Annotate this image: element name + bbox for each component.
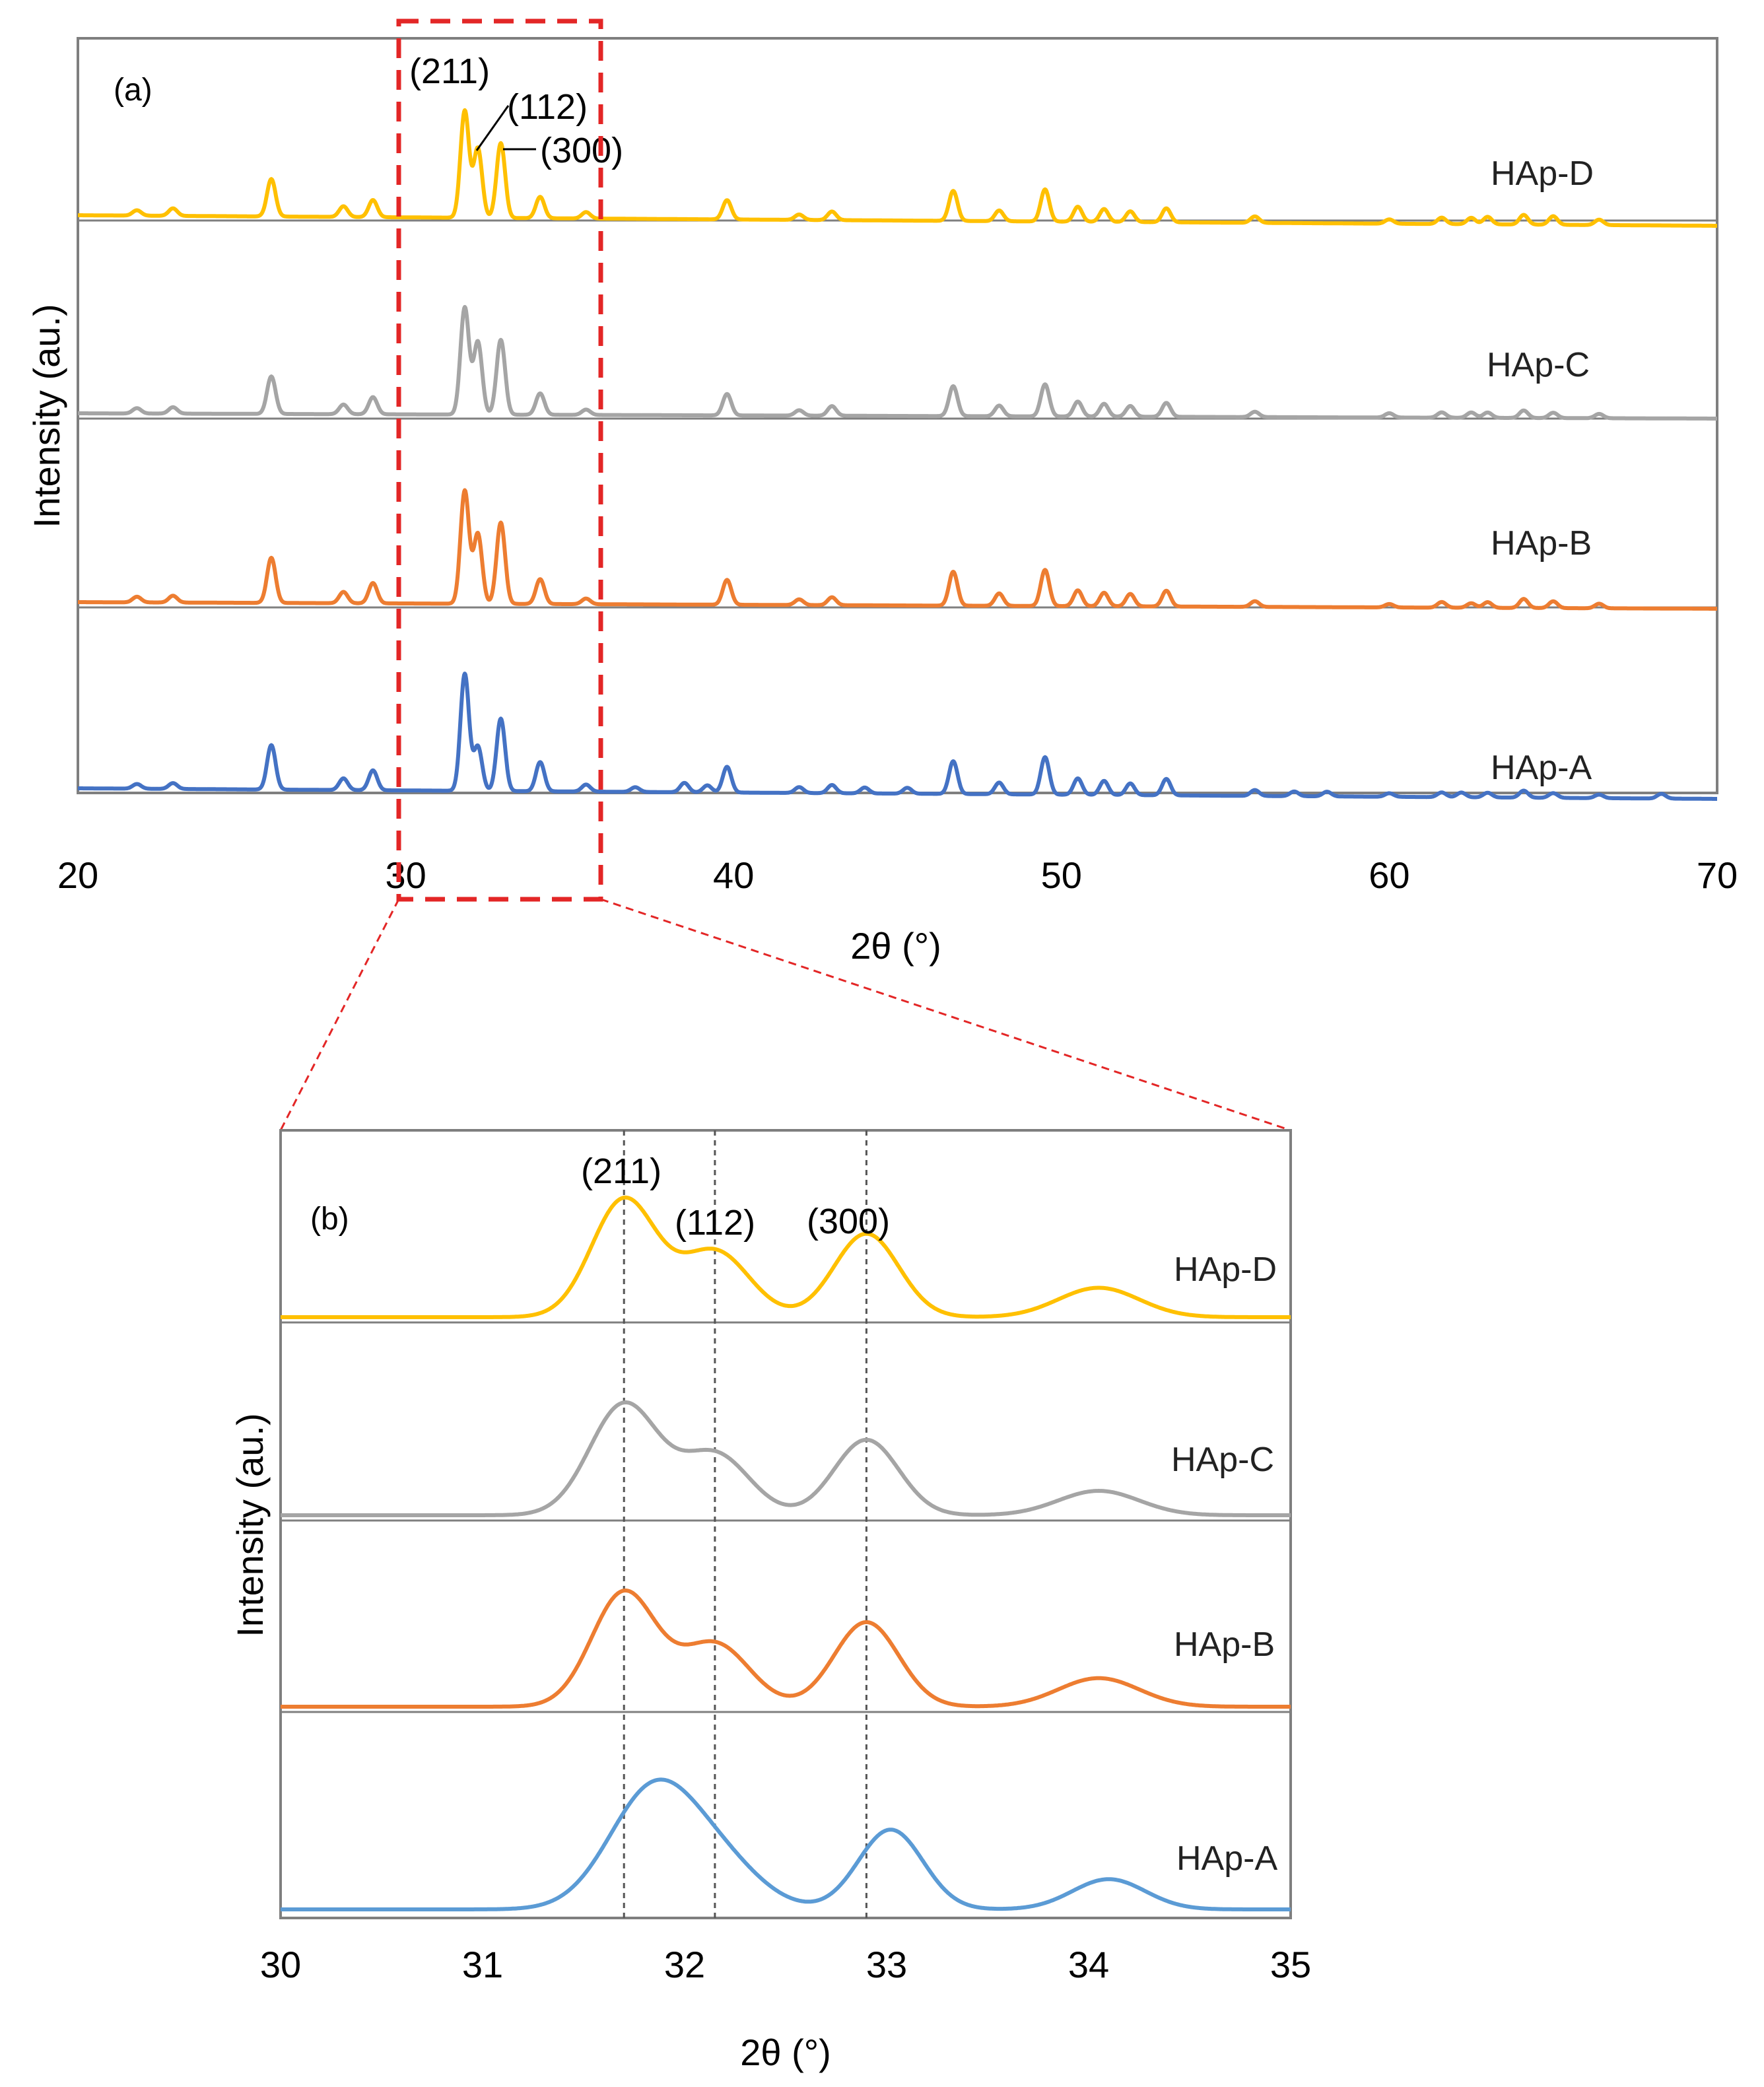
panel-b-xtick-32: 32 [664, 1944, 705, 1985]
panel-b-reference-lines [623, 1130, 867, 1918]
panel-a-label-hap-c: HAp-C [1487, 346, 1590, 384]
panel-b: 30 31 32 33 34 35 (b) 2θ (°) Intensity (au.) … [229, 1129, 1311, 2073]
panel-a-xtick-50: 50 [1041, 854, 1082, 896]
panel-b-series-hap-b [279, 1589, 1292, 1709]
panel-a-xtick-30: 30 [385, 854, 426, 896]
panel-a-label-hap-d: HAp-D [1491, 154, 1594, 193]
panel-a-annotation-112: (112) [507, 87, 588, 127]
panel-b-x-ticks: 30 31 32 33 34 35 [260, 1944, 1311, 1985]
panel-b-xtick-33: 33 [866, 1944, 907, 1985]
panel-b-xtick-35: 35 [1270, 1944, 1311, 1985]
panel-a-xlabel: 2θ (°) [850, 925, 941, 967]
panel-a-annotation-300: (300) [540, 131, 623, 170]
panel-b-series-hap-a [279, 1777, 1292, 1911]
panel-a-xtick-60: 60 [1369, 854, 1409, 896]
panel-b-xtick-34: 34 [1068, 1944, 1109, 1985]
panel-b-xlabel: 2θ (°) [740, 2032, 831, 2073]
panel-b-label-hap-b: HAp-B [1174, 1625, 1275, 1664]
panel-b-ylabel: Intensity (au.) [229, 1413, 271, 1637]
panel-a-series-hap-d [77, 108, 1718, 228]
panel-b-annotation-112: (112) [675, 1203, 755, 1243]
panel-a-xtick-40: 40 [713, 854, 754, 896]
panel-b-series-hap-c [279, 1400, 1292, 1517]
zoom-connector-right [600, 898, 1291, 1132]
panel-a-series-hap-a [77, 671, 1718, 801]
panel-a-xtick-70: 70 [1697, 854, 1738, 896]
panel-b-label: (b) [310, 1202, 349, 1237]
panel-a-annotation-211: (211) [409, 51, 490, 91]
panel-a-label: (a) [114, 73, 153, 108]
panel-b-annotation-300: (300) [807, 1202, 890, 1241]
zoom-box [396, 18, 603, 902]
panel-a: 20 30 40 50 60 70 (a) 2θ (°) Intensity (au.) … [26, 18, 1738, 967]
panel-a-label-hap-a: HAp-A [1491, 749, 1592, 787]
panel-b-series-hap-d [279, 1195, 1292, 1319]
panel-a-xtick-20: 20 [57, 854, 98, 896]
panel-b-series-group [279, 1195, 1292, 1911]
panel-a-annotation-112-leader [475, 105, 510, 151]
panel-a-ylabel: Intensity (au.) [26, 304, 67, 528]
zoom-connector-left [279, 899, 400, 1131]
panel-a-x-ticks: 20 30 40 50 60 70 [57, 854, 1738, 896]
panel-b-label-hap-a: HAp-A [1176, 1839, 1277, 1878]
panel-b-frame [279, 1129, 1292, 1919]
panel-a-series-hap-c [77, 304, 1718, 421]
panel-b-label-hap-c: HAp-C [1171, 1441, 1274, 1479]
panel-a-series-hap-b [77, 488, 1718, 611]
panel-a-series-group [77, 108, 1718, 801]
panel-b-annotation-211: (211) [581, 1151, 662, 1191]
panel-b-xtick-31: 31 [462, 1944, 503, 1985]
panel-b-label-hap-d: HAp-D [1174, 1250, 1277, 1289]
panel-b-xtick-30: 30 [260, 1944, 301, 1985]
panel-a-label-hap-b: HAp-B [1491, 524, 1592, 563]
